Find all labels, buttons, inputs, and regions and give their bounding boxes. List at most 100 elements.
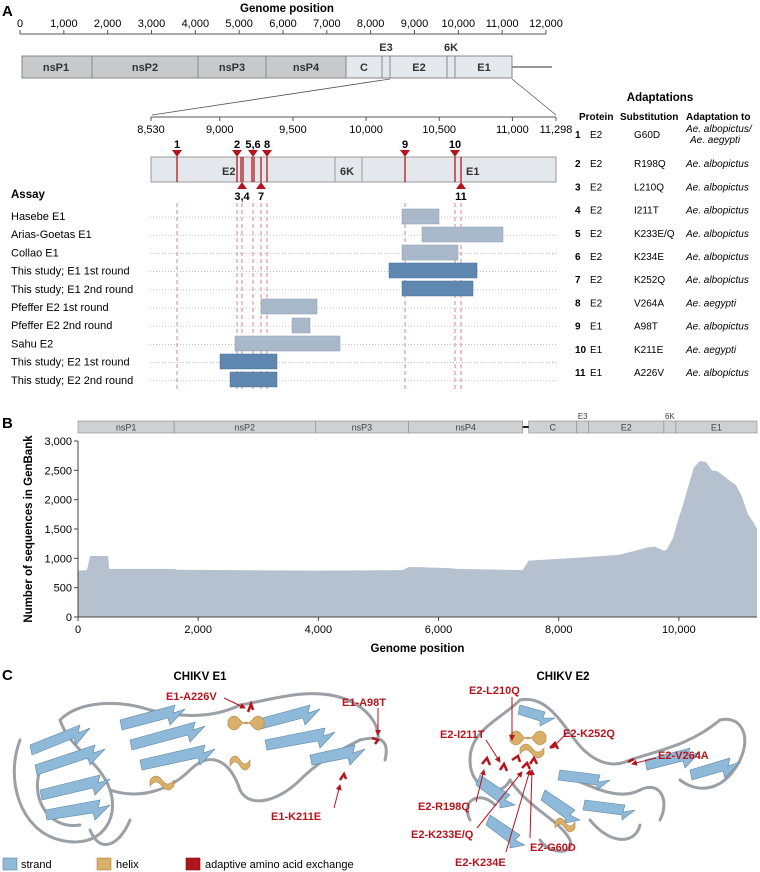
site-11-marker — [456, 182, 466, 189]
gene-label-nsp1: nsP1 — [43, 62, 69, 74]
label-e2-k233eq: E2-K233E/Q — [411, 829, 474, 841]
assay-heading: Assay — [11, 189, 45, 201]
e1-helices — [149, 715, 265, 791]
assay-row-label: Pfeffer E2 2nd round — [11, 320, 112, 332]
genome-tick-label: 3,000 — [138, 18, 166, 30]
panel-c-label: C — [2, 667, 13, 684]
strip-gene-label: nsP3 — [352, 423, 373, 433]
genome-tick-label: 0 — [17, 18, 23, 30]
adaptation-substitution: A226V — [634, 368, 664, 379]
label-e2-r198q: E2-R198Q — [418, 801, 470, 813]
gene-label-e3: E3 — [379, 42, 392, 54]
adaptation-row: 10 E1 K211E Ae. aegypti — [575, 345, 737, 356]
gene-label-e2: E2 — [412, 62, 425, 74]
assay-bars — [219, 208, 504, 388]
adaptation-substitution: A98T — [634, 322, 658, 333]
strip-gene-label: nsP2 — [234, 423, 255, 433]
site-label-8: 8 — [264, 139, 270, 151]
gene-strip: nsP1 nsP2 nsP3 nsP4 C E3 E2 6K E1 — [77, 412, 758, 434]
adaptation-target: Ae. albopictus — [685, 252, 749, 263]
label-e1-k211e: E1-K211E — [271, 811, 321, 823]
strip-gene-box — [576, 420, 590, 434]
callout-e2-k233eq — [476, 771, 523, 829]
zoom-tick-label: 9,500 — [279, 124, 307, 136]
zoom-tick-label: 11,298 — [540, 124, 573, 136]
strip-gene-label: 6K — [665, 412, 675, 421]
adaptation-protein: E2 — [590, 298, 603, 309]
structure-legend: strand helix adaptive amino acid exchang… — [2, 857, 354, 871]
assay-row-label: Sahu E2 — [11, 338, 53, 350]
adaptation-protein: E2 — [590, 252, 603, 263]
legend-adaptive-label: adaptive amino acid exchange — [205, 859, 354, 871]
gene-label-c: C — [360, 62, 368, 74]
strip-gene-label: nsP1 — [116, 423, 137, 433]
label-e2-i211t: E2-I211T — [440, 729, 485, 741]
adaptation-target: Ae. albopictus/ — [685, 124, 753, 135]
genome-axis-title: Genome position — [240, 3, 334, 15]
x-tick-label: 8,000 — [545, 624, 573, 636]
adaptation-row: 9 E1 A98T Ae. albopictus — [575, 322, 749, 333]
genome-tick-label: 7,000 — [313, 18, 341, 30]
y-axis-label: Number of sequences in GenBank — [23, 435, 35, 623]
assay-row-label: Collao E1 — [11, 247, 59, 259]
e2-structure-title: CHIKV E2 — [536, 671, 589, 683]
gene-label-e1: E1 — [477, 62, 490, 74]
adaptation-row: 6 E2 K234E Ae. albopictus — [575, 252, 749, 263]
adaptation-number: 11 — [575, 368, 586, 379]
gene-e1 — [454, 55, 513, 79]
assay-rows: Hasebe E1 Arias-Goetas E1 Collao E1 This st… — [11, 211, 556, 387]
adaptation-row: 11 E1 A226V Ae. albopictus — [575, 368, 749, 379]
legend-strand-label: strand — [21, 859, 52, 871]
adaptation-row: 3 E2 L210Q Ae. albopictus — [575, 182, 749, 193]
x-ticks: 0 2,000 4,000 6,000 8,000 10,000 — [75, 617, 696, 636]
site-8-marker — [262, 150, 272, 157]
zoom-connector-right — [511, 78, 557, 116]
site-markers — [172, 150, 466, 189]
genome-tick-label: 6,000 — [269, 18, 297, 30]
legend-strand-swatch — [2, 857, 18, 871]
site-3-4-marker — [237, 182, 247, 189]
label-e2-l210q: E2-L210Q — [469, 685, 520, 697]
genome-tick-label: 2,000 — [94, 18, 122, 30]
gene-label-nsp3: nsP3 — [219, 62, 245, 74]
legend-helix-swatch — [96, 857, 112, 871]
callout-e2-r198q — [475, 769, 486, 803]
adaptations-header-protein: Protein — [579, 112, 613, 123]
assay-row-label: Pfeffer E2 1st round — [11, 302, 109, 314]
assay-bar-sahu-e2 — [234, 335, 341, 352]
assay-bar-hasebe-e1 — [401, 208, 440, 225]
adaptation-row: 7 E2 K252Q Ae. albopictus — [575, 275, 749, 286]
gene-label-nsp4: nsP4 — [293, 62, 320, 74]
adaptation-substitution: K252Q — [634, 275, 665, 286]
x-axis-label: Genome position — [371, 643, 465, 655]
site-1-marker — [172, 150, 182, 157]
callout-e2-g60d — [528, 769, 535, 839]
assay-row-label: This study; E2 1st round — [11, 357, 130, 369]
adaptation-substitution: K211E — [634, 345, 664, 356]
adaptation-protein: E1 — [590, 345, 603, 356]
adaptation-target: Ae. albopictus — [685, 159, 749, 170]
assay-row-label: Arias-Goetas E1 — [11, 229, 92, 241]
site-label-10: 10 — [449, 139, 461, 151]
adaptation-target: Ae. albopictus — [685, 322, 749, 333]
adaptation-protein: E2 — [590, 159, 603, 170]
site-label-7: 7 — [258, 191, 264, 203]
genome-bar — [21, 55, 513, 79]
zoom-tick-label: 8,530 — [137, 124, 165, 136]
strip-gene-label: E2 — [621, 423, 632, 433]
adaptation-substitution: I211T — [634, 206, 659, 217]
zoom-tick-label: 10,500 — [422, 124, 456, 136]
gene-e3 — [381, 55, 391, 79]
site-label-2: 2 — [234, 139, 240, 151]
strip-gene-label: E1 — [711, 423, 722, 433]
panel-b-label: B — [2, 415, 13, 432]
assay-bar-collao-e1 — [401, 244, 459, 261]
assay-bar-this-study-e1-r2 — [401, 280, 474, 297]
assay-bar-pfeffer-e2-r1 — [260, 298, 318, 315]
site-2-marker — [232, 150, 242, 157]
adaptations-title: Adaptations — [627, 92, 693, 104]
e2-strands — [475, 704, 741, 849]
y-tick-label: 3,000 — [44, 436, 72, 448]
adaptation-number: 1 — [575, 130, 581, 141]
